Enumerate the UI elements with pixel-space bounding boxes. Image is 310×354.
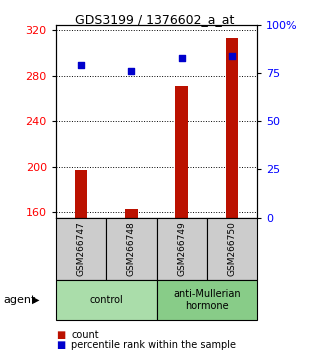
Text: count: count [71,330,99,339]
Text: GSM266748: GSM266748 [127,221,136,276]
Text: percentile rank within the sample: percentile rank within the sample [71,340,236,350]
Point [179,55,184,61]
Text: GDS3199 / 1376602_a_at: GDS3199 / 1376602_a_at [75,13,235,27]
Text: GSM266750: GSM266750 [228,221,237,276]
Bar [157,218,207,280]
Bar [125,209,138,218]
Bar [56,280,157,320]
Point [129,68,134,74]
Bar [75,170,87,218]
Text: anti-Mullerian
hormone: anti-Mullerian hormone [173,289,241,311]
Bar [175,86,188,218]
Point [230,53,235,58]
Bar [106,218,157,280]
Text: ▶: ▶ [32,295,39,305]
Bar [226,38,238,218]
Text: GSM266749: GSM266749 [177,221,186,276]
Bar [56,218,106,280]
Text: GSM266747: GSM266747 [77,221,86,276]
Bar [207,218,257,280]
Text: ■: ■ [56,330,65,339]
Bar [157,280,257,320]
Point [78,62,83,68]
Text: agent: agent [3,295,35,305]
Text: ■: ■ [56,340,65,350]
Text: control: control [89,295,123,305]
